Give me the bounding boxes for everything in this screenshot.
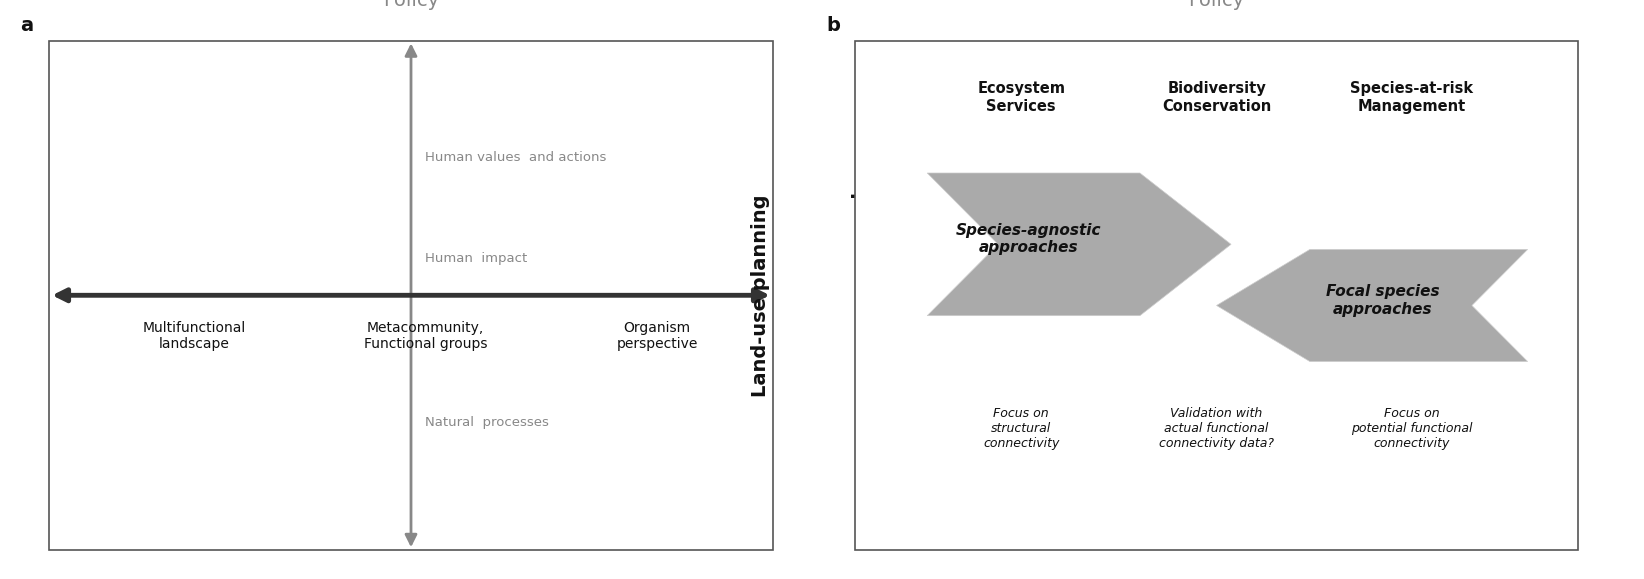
Text: Species conservation: Species conservation <box>850 178 870 412</box>
Text: Multifunctional
landscape: Multifunctional landscape <box>143 321 245 351</box>
Text: b: b <box>825 16 840 35</box>
Polygon shape <box>1217 250 1527 361</box>
Text: Policy: Policy <box>383 0 439 10</box>
Text: Human values  and actions: Human values and actions <box>426 151 607 164</box>
Text: Species-at-risk
Management: Species-at-risk Management <box>1350 81 1473 113</box>
Text: Organism
perspective: Organism perspective <box>616 321 697 351</box>
Text: Biodiversity
Conservation: Biodiversity Conservation <box>1162 81 1271 113</box>
Text: a: a <box>20 16 33 35</box>
Text: Metacommunity,
Functional groups: Metacommunity, Functional groups <box>363 321 487 351</box>
Text: Policy: Policy <box>1189 0 1245 10</box>
Text: Ecosystem
Services: Ecosystem Services <box>977 81 1065 113</box>
Text: Natural  processes: Natural processes <box>426 416 549 429</box>
Text: Species-agnostic
approaches: Species-agnostic approaches <box>955 223 1101 255</box>
Text: Human  impact: Human impact <box>426 252 528 265</box>
Text: Focus on
structural
connectivity: Focus on structural connectivity <box>983 408 1059 450</box>
Polygon shape <box>927 173 1231 316</box>
Text: Focal species
approaches: Focal species approaches <box>1327 284 1440 317</box>
Text: Land-use planning: Land-use planning <box>751 194 771 397</box>
Text: Focus on
potential functional
connectivity: Focus on potential functional connectivi… <box>1351 408 1473 450</box>
Text: Validation with
actual functional
connectivity data?: Validation with actual functional connec… <box>1159 408 1274 450</box>
